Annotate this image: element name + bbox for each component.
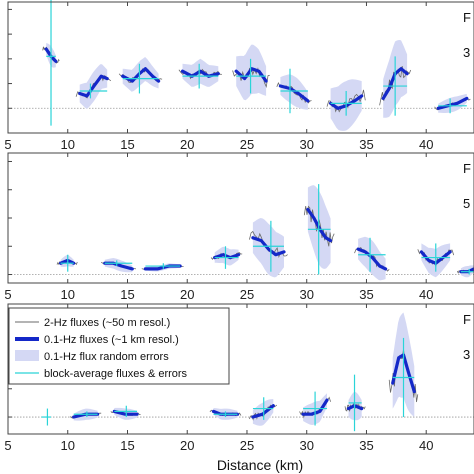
smooth-flux-line bbox=[180, 69, 220, 78]
panel-tag-line2: 3 bbox=[463, 347, 470, 362]
flux-segment bbox=[434, 93, 471, 114]
x-tick-label: 40 bbox=[419, 137, 433, 152]
flux-segment bbox=[141, 263, 184, 272]
flux-segment bbox=[209, 408, 242, 420]
x-tick-label: 20 bbox=[180, 438, 194, 453]
flux-segment bbox=[118, 57, 163, 94]
smooth-flux-line bbox=[436, 96, 469, 110]
flux-segment bbox=[210, 246, 243, 269]
x-tick-label: 35 bbox=[359, 287, 373, 302]
x-tick-label: 25 bbox=[240, 438, 254, 453]
flux-segment bbox=[249, 397, 278, 426]
flux-segment bbox=[41, 408, 52, 426]
x-axis-label: Distance (km) bbox=[217, 457, 303, 473]
x-tick-label: 10 bbox=[61, 137, 75, 152]
panel-tag-line2: 3 bbox=[463, 45, 470, 60]
flux-segment bbox=[417, 243, 455, 278]
raw-flux-line bbox=[303, 205, 335, 247]
x-tick-label: 10 bbox=[61, 438, 75, 453]
smooth-flux-line bbox=[121, 67, 161, 83]
flux-segment bbox=[326, 79, 366, 131]
legend-band-label: 0.1-Hz flux random errors bbox=[44, 351, 169, 363]
x-tick-label: 40 bbox=[419, 287, 433, 302]
x-tick-label: 25 bbox=[240, 137, 254, 152]
flux-segment bbox=[249, 218, 288, 278]
legend-box bbox=[8, 307, 230, 385]
panel-tag-line1: F bbox=[463, 312, 471, 327]
panel-tag-line2: 5 bbox=[463, 196, 470, 211]
axes-frame bbox=[7, 303, 474, 435]
x-tick-label: 20 bbox=[180, 287, 194, 302]
flux-segment bbox=[75, 64, 112, 109]
flux-segment bbox=[232, 44, 270, 101]
x-tick-label: 30 bbox=[299, 137, 313, 152]
flux-segment bbox=[388, 312, 419, 418]
flux-segment bbox=[299, 391, 331, 426]
flux-segment bbox=[110, 405, 141, 420]
flux-segment bbox=[303, 184, 335, 275]
x-tick-label: 15 bbox=[120, 438, 134, 453]
smooth-flux-line bbox=[251, 236, 286, 257]
x-tick-label: 5 bbox=[4, 137, 11, 152]
x-tick-label: 35 bbox=[359, 137, 373, 152]
x-tick-label: 25 bbox=[240, 287, 254, 302]
panel-3: 5 10 15 20 25 30 35 40 F 3 bbox=[4, 303, 474, 453]
legend-raw-label: 2-Hz fluxes (~50 m resol.) bbox=[44, 317, 170, 329]
flux-segment bbox=[100, 258, 136, 273]
flux-segment bbox=[42, 0, 60, 126]
flux-segment bbox=[344, 374, 366, 432]
panel-tag-line1: F bbox=[463, 10, 471, 25]
x-tick-label: 20 bbox=[180, 137, 194, 152]
x-tick-label: 15 bbox=[120, 137, 134, 152]
legend-band-swatch bbox=[15, 350, 39, 361]
flux-segment bbox=[56, 254, 78, 272]
x-tick-label: 10 bbox=[61, 287, 75, 302]
smooth-flux-line bbox=[78, 74, 109, 98]
x-tick-label: 5 bbox=[4, 287, 11, 302]
legend-block-label: block-average fluxes & errors bbox=[44, 368, 188, 380]
x-tick-label: 15 bbox=[120, 287, 134, 302]
axes-frame bbox=[7, 152, 474, 284]
smooth-flux-line bbox=[301, 398, 329, 416]
flux-segment bbox=[379, 40, 412, 118]
x-tick-label: 30 bbox=[299, 438, 313, 453]
legend-smooth-label: 0.1-Hz fluxes (~1 km resol.) bbox=[44, 334, 179, 346]
axes-frame bbox=[7, 1, 474, 134]
smooth-flux-line bbox=[213, 253, 241, 260]
panel-1: 5 10 15 20 25 30 35 40 F 3 bbox=[4, 0, 474, 152]
panel-tag-line1: F bbox=[463, 161, 471, 176]
legend: 2-Hz fluxes (~50 m resol.) 0.1-Hz fluxes… bbox=[8, 307, 230, 385]
x-tick-label: 5 bbox=[4, 438, 11, 453]
flux-segment bbox=[276, 68, 312, 114]
flux-segment bbox=[178, 58, 222, 89]
smooth-flux-line bbox=[356, 247, 388, 271]
flux-segment bbox=[69, 408, 102, 421]
x-tick-label: 30 bbox=[299, 287, 313, 302]
flux-segment bbox=[354, 236, 390, 281]
flux-segment bbox=[456, 265, 474, 278]
smooth-flux-line bbox=[112, 409, 139, 416]
x-tick-label: 35 bbox=[359, 438, 373, 453]
panel-2: 5 10 15 20 25 30 35 40 F 5 bbox=[4, 152, 474, 302]
x-tick-label: 40 bbox=[419, 438, 433, 453]
